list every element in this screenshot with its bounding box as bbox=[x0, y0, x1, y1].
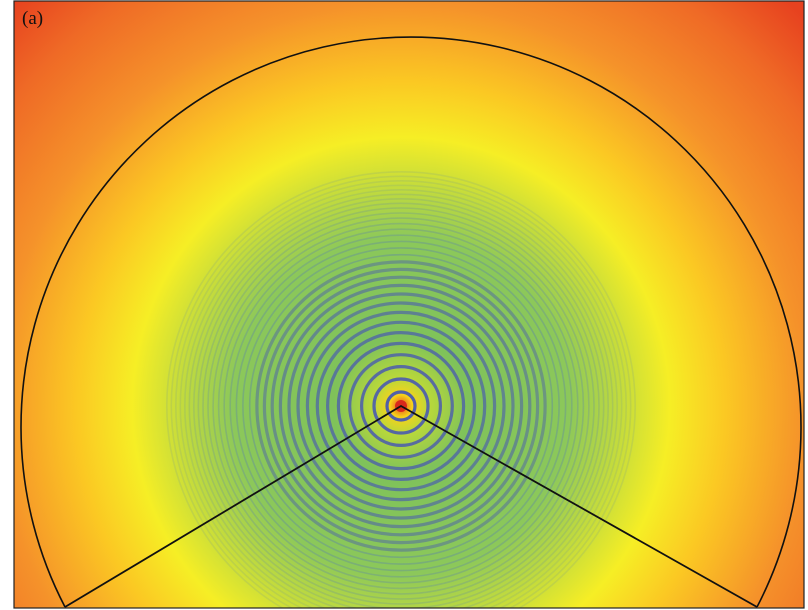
panel-label: (a) bbox=[22, 8, 43, 29]
page: (a) (() => { const data = JSON.parse(doc… bbox=[0, 0, 808, 610]
figure: (a) bbox=[0, 0, 808, 610]
image bbox=[14, 1, 804, 610]
